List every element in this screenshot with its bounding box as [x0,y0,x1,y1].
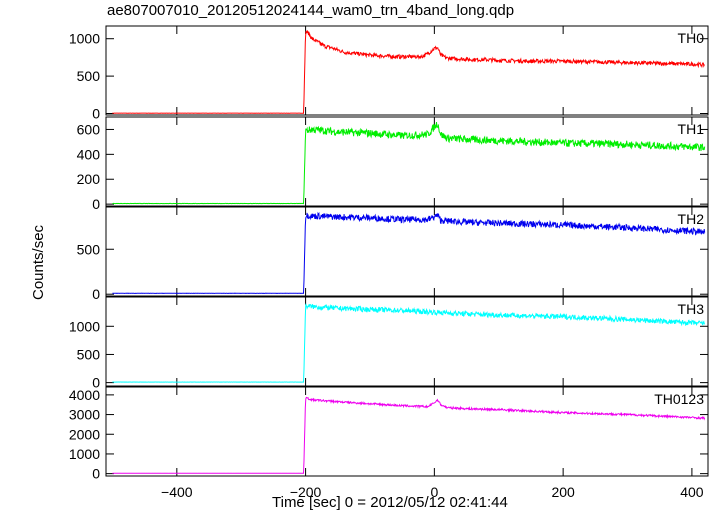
th0-panel-label: TH0 [678,30,705,46]
th0123-y-tick-label: 0 [92,466,100,482]
th3-y-tick-label: 1000 [69,318,100,334]
th3-series-line [112,303,706,383]
th0-panel-frame [105,25,709,116]
th0123-panel-frame [105,386,709,477]
x-tick-label: −400 [161,484,193,500]
th0123-panel-label: TH0123 [654,391,704,407]
th1-y-tick-label: 200 [77,171,101,187]
th0-y-tick-label: 0 [92,106,100,122]
th1-panel-frame [105,116,709,207]
th2-series-line [112,211,706,294]
th2-panel-label: TH2 [678,211,705,227]
th0123-y-tick-label: 1000 [69,446,100,462]
x-tick-label: 200 [551,484,575,500]
th1-panel-label: TH1 [678,121,705,137]
x-tick-label: 400 [680,484,704,500]
th1-series-line [112,122,706,205]
th2-panel-frame [105,206,709,297]
th2-y-tick-label: 0 [92,286,100,302]
chart-title: ae807007010_20120512024144_wam0_trn_4ban… [107,2,515,19]
th2-y-tick-label: 500 [77,241,101,257]
x-tick-label: −200 [290,484,322,500]
th1-y-tick-label: 600 [77,121,101,137]
th0123-y-tick-label: 4000 [69,387,100,403]
th0-series-line [112,29,706,114]
th0123-y-tick-label: 3000 [69,407,100,423]
th3-y-tick-label: 500 [77,346,101,362]
th1-y-tick-label: 0 [92,196,100,212]
x-tick-label: 0 [430,484,438,500]
th0-y-tick-label: 1000 [69,31,100,47]
th0123-series-line [112,396,706,474]
th0123-y-tick-label: 2000 [69,426,100,442]
th1-y-tick-label: 400 [77,146,101,162]
th3-y-tick-label: 0 [92,375,100,391]
th3-panel-frame [105,296,709,387]
th3-panel-label: TH3 [678,301,705,317]
x-axis-label: Time [sec] 0 = 2012/05/12 02:41:44 [272,494,508,511]
th0-y-tick-label: 500 [77,68,101,84]
